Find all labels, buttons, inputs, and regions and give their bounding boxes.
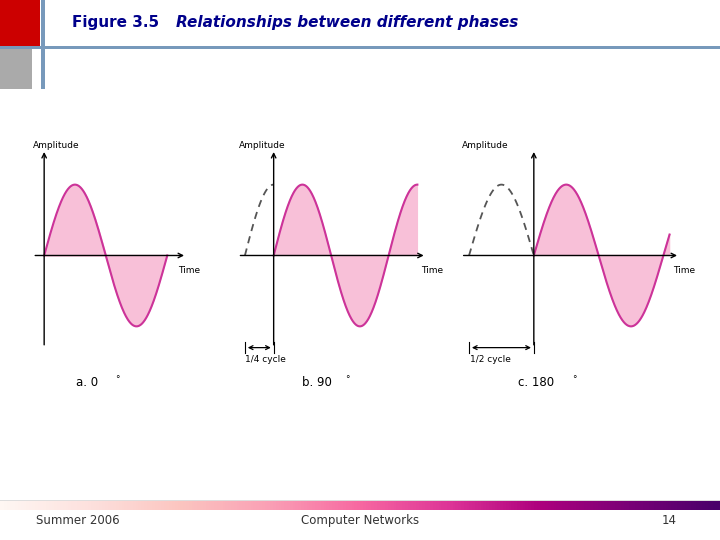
Text: Time: Time xyxy=(178,266,200,275)
Text: b. 90: b. 90 xyxy=(302,376,332,389)
Text: Amplitude: Amplitude xyxy=(462,141,508,150)
Text: Relationships between different phases: Relationships between different phases xyxy=(176,15,519,30)
Text: °: ° xyxy=(572,375,577,384)
Text: 14: 14 xyxy=(662,514,677,527)
Text: a. 0: a. 0 xyxy=(76,376,98,389)
Text: Time: Time xyxy=(421,266,443,275)
Text: Summer 2006: Summer 2006 xyxy=(36,514,120,527)
Text: 1/2 cycle: 1/2 cycle xyxy=(470,355,511,364)
Text: °: ° xyxy=(115,375,120,384)
Text: Figure 3.5: Figure 3.5 xyxy=(72,15,159,30)
Text: 1/4 cycle: 1/4 cycle xyxy=(245,355,286,364)
Text: Amplitude: Amplitude xyxy=(238,141,285,150)
Text: Time: Time xyxy=(672,266,695,275)
Text: Computer Networks: Computer Networks xyxy=(301,514,419,527)
Text: °: ° xyxy=(346,375,350,384)
Text: c. 180: c. 180 xyxy=(518,376,554,389)
Text: Amplitude: Amplitude xyxy=(33,141,80,150)
